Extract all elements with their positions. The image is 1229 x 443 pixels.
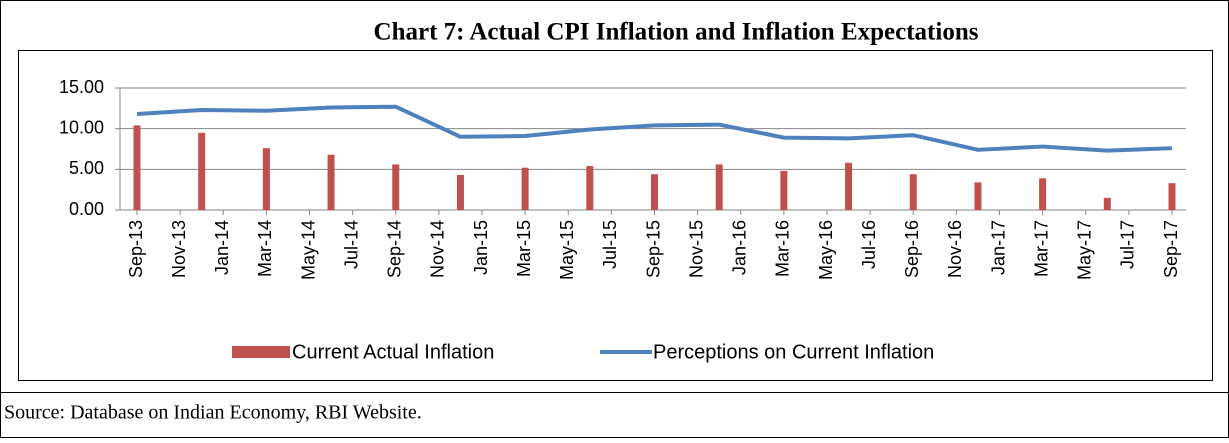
x-tick-label: May-17 <box>1075 220 1095 280</box>
bar <box>262 148 270 210</box>
bar <box>327 154 335 210</box>
bar <box>909 174 917 210</box>
legend-label: Perceptions on Current Inflation <box>653 341 934 363</box>
x-tick-label: Nov-13 <box>169 220 189 278</box>
y-tick-label: 15.00 <box>59 77 104 97</box>
bar <box>780 170 788 210</box>
x-tick-label: May-15 <box>557 220 577 280</box>
x-tick-label: Sep-16 <box>902 220 922 278</box>
x-tick-label: Jul-14 <box>341 220 361 269</box>
x-tick-label: Jan-17 <box>988 220 1008 275</box>
x-tick-label: Nov-14 <box>428 220 448 278</box>
source-note: Source: Database on Indian Economy, RBI … <box>4 402 422 424</box>
x-tick-label: May-16 <box>816 220 836 280</box>
x-tick-label: Mar-16 <box>773 220 793 277</box>
x-tick-label: Jan-16 <box>730 220 750 275</box>
x-tick-label: Jul-17 <box>1118 220 1138 269</box>
line <box>136 104 1173 153</box>
bar <box>1168 183 1176 210</box>
bar <box>651 174 658 210</box>
x-tick-label: May-14 <box>298 220 318 280</box>
bar <box>392 164 400 210</box>
y-tick-label: 5.00 <box>69 158 104 178</box>
x-tick-label: Jul-16 <box>859 220 879 269</box>
x-tick-label: Mar-14 <box>255 220 275 277</box>
x-tick-label: Jan-15 <box>471 220 491 275</box>
bar <box>974 182 982 210</box>
bar <box>456 175 464 210</box>
bar <box>133 125 141 210</box>
x-tick-label: Sep-13 <box>126 220 146 278</box>
x-tick-label: Sep-15 <box>643 220 663 278</box>
bar <box>1039 178 1047 210</box>
x-tick-label: Nov-15 <box>686 220 706 278</box>
legend-label: Current Actual Inflation <box>292 341 494 363</box>
chart-frame <box>18 50 1213 381</box>
bar <box>1103 197 1111 210</box>
legend-swatch <box>232 346 290 358</box>
x-tick-label: Mar-17 <box>1031 220 1051 277</box>
bar <box>521 167 529 210</box>
x-tick-label: Nov-16 <box>945 220 965 278</box>
x-tick-label: Jan-14 <box>212 220 232 275</box>
y-tick-label: 10.00 <box>59 117 104 137</box>
x-tick-label: Mar-15 <box>514 220 534 277</box>
x-tick-label: Sep-14 <box>385 220 405 278</box>
bar <box>845 162 853 210</box>
y-tick-label: 0.00 <box>69 199 104 219</box>
x-tick-label: Jul-15 <box>600 220 620 269</box>
bar <box>715 164 723 210</box>
bar <box>198 132 206 210</box>
chart-title: Chart 7: Actual CPI Inflation and Inflat… <box>374 19 979 46</box>
x-tick-label: Sep-17 <box>1161 220 1181 278</box>
bar <box>586 166 594 210</box>
